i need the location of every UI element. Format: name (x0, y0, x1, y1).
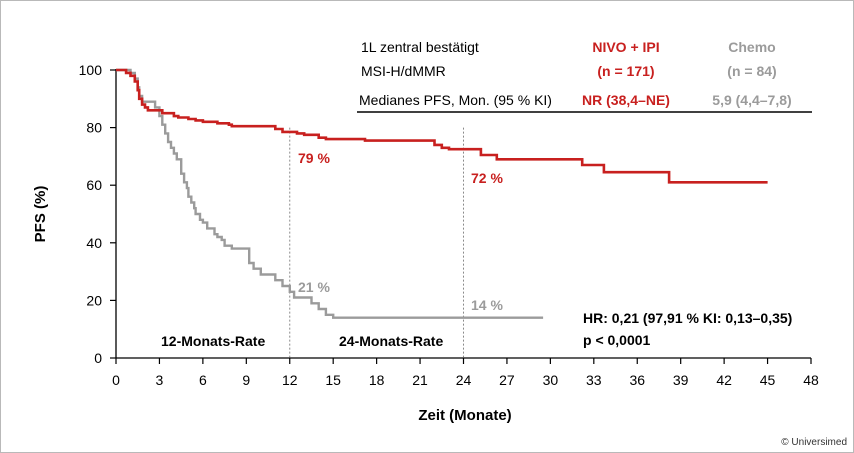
x-tick-label: 24 (456, 372, 472, 388)
x-tick-label: 6 (199, 372, 207, 388)
guide-lines (289, 127, 464, 358)
chemo-24-month-rate: 14 % (471, 297, 503, 313)
legend-row-label-2: MSI-H/dMMR (361, 63, 446, 79)
y-tick-label: 0 (94, 350, 102, 366)
legend-nivo-n: (n = 171) (597, 63, 654, 79)
x-axis-title: Zeit (Monate) (418, 407, 511, 424)
x-tick-label: 9 (242, 372, 250, 388)
tick-labels: 0 3 6 9 12 15 18 21 24 27 30 33 36 39 42 45 480204060801… (79, 62, 819, 388)
credit-text: © Universimed (781, 437, 847, 448)
x-tick-label: 48 (803, 372, 819, 388)
x-tick-label: 21 (412, 372, 428, 388)
legend-row-label-3: Medianes PFS, Mon. (95 % KI) (359, 92, 552, 108)
series-line-chemo (116, 68, 544, 319)
rate-24-label: 24-Monats-Rate (339, 333, 443, 349)
x-tick-label: 0 (112, 372, 120, 388)
legend-row-label-1: 1L zentral bestätigt (361, 39, 479, 55)
y-tick-label: 100 (79, 62, 103, 78)
y-tick-label: 80 (86, 120, 102, 136)
legend-nivo-name: NIVO + IPI (592, 39, 659, 55)
x-tick-label: 15 (325, 372, 341, 388)
legend-chemo-n: (n = 84) (727, 63, 776, 79)
y-tick-label: 40 (86, 235, 102, 251)
hazard-ratio: HR: 0,21 (97,91 % KI: 0,13–0,35) (583, 310, 792, 326)
y-tick-label: 60 (86, 177, 102, 193)
rate-12-label: 12-Monats-Rate (161, 333, 265, 349)
y-tick-label: 20 (86, 292, 102, 308)
y-axis-title: PFS (%) (32, 186, 49, 243)
legend-nivo-median: NR (38,4–NE) (582, 92, 670, 108)
x-tick-label: 27 (499, 372, 515, 388)
x-tick-label: 3 (156, 372, 164, 388)
x-tick-label: 36 (629, 372, 645, 388)
x-tick-label: 39 (673, 372, 689, 388)
series-line-nivo-ipi (116, 68, 768, 184)
nivo-24-month-rate: 72 % (471, 170, 503, 186)
legend-chemo-name: Chemo (728, 39, 775, 55)
axes (110, 69, 812, 364)
nivo-12-month-rate: 79 % (298, 150, 330, 166)
legend-chemo-median: 5,9 (4,4–7,8) (712, 92, 791, 108)
x-tick-label: 12 (282, 372, 298, 388)
x-tick-label: 42 (716, 372, 732, 388)
x-tick-label: 30 (543, 372, 559, 388)
x-tick-label: 18 (369, 372, 385, 388)
series-layer (116, 68, 768, 319)
p-value: p < 0,0001 (583, 332, 651, 348)
x-tick-label: 33 (586, 372, 602, 388)
legend-table: 1L zentral bestätigt MSI-H/dMMR Medianes… (357, 39, 812, 113)
x-tick-label: 45 (760, 372, 776, 388)
chemo-12-month-rate: 21 % (298, 279, 330, 295)
